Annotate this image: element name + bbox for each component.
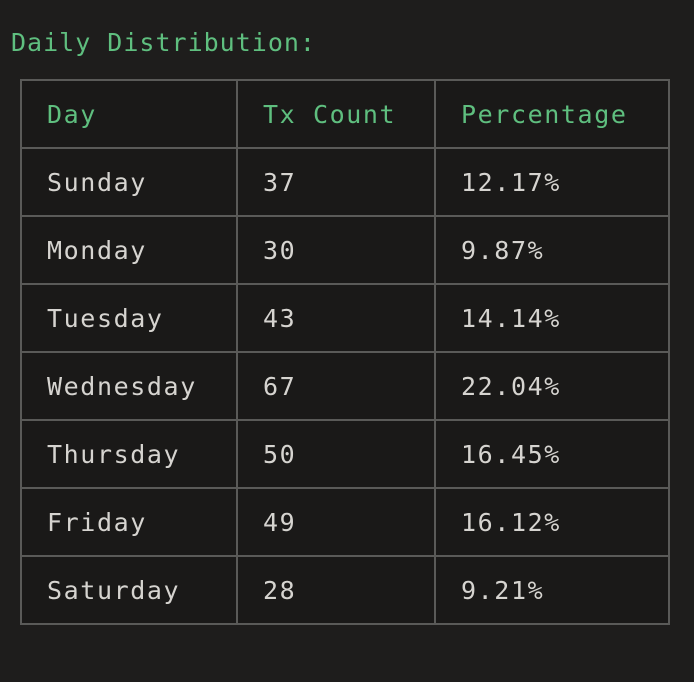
- column-header-tx-count: Tx Count: [236, 79, 436, 149]
- table-row: Wednesday 67 22.04%: [20, 351, 670, 421]
- day-cell: Thursday: [20, 419, 238, 489]
- table-row: Thursday 50 16.45%: [20, 419, 670, 489]
- percentage-cell: 9.21%: [434, 555, 670, 625]
- percentage-cell: 16.45%: [434, 419, 670, 489]
- daily-distribution-table: Day Tx Count Percentage Sunday 37 12.17%…: [20, 79, 670, 625]
- tx-count-cell: 67: [236, 351, 436, 421]
- percentage-cell: 16.12%: [434, 487, 670, 557]
- day-cell: Monday: [20, 215, 238, 285]
- column-header-percentage: Percentage: [434, 79, 670, 149]
- tx-count-cell: 50: [236, 419, 436, 489]
- section-title: Daily Distribution:: [11, 28, 316, 57]
- percentage-cell: 9.87%: [434, 215, 670, 285]
- table-header-row: Day Tx Count Percentage: [20, 79, 670, 149]
- tx-count-cell: 49: [236, 487, 436, 557]
- day-cell: Tuesday: [20, 283, 238, 353]
- tx-count-cell: 43: [236, 283, 436, 353]
- tx-count-cell: 37: [236, 147, 436, 217]
- percentage-cell: 14.14%: [434, 283, 670, 353]
- tx-count-cell: 30: [236, 215, 436, 285]
- table-row: Friday 49 16.12%: [20, 487, 670, 557]
- table-row: Saturday 28 9.21%: [20, 555, 670, 625]
- day-cell: Saturday: [20, 555, 238, 625]
- column-header-day: Day: [20, 79, 238, 149]
- day-cell: Wednesday: [20, 351, 238, 421]
- table-row: Monday 30 9.87%: [20, 215, 670, 285]
- table-row: Sunday 37 12.17%: [20, 147, 670, 217]
- table-row: Tuesday 43 14.14%: [20, 283, 670, 353]
- day-cell: Friday: [20, 487, 238, 557]
- day-cell: Sunday: [20, 147, 238, 217]
- percentage-cell: 12.17%: [434, 147, 670, 217]
- percentage-cell: 22.04%: [434, 351, 670, 421]
- tx-count-cell: 28: [236, 555, 436, 625]
